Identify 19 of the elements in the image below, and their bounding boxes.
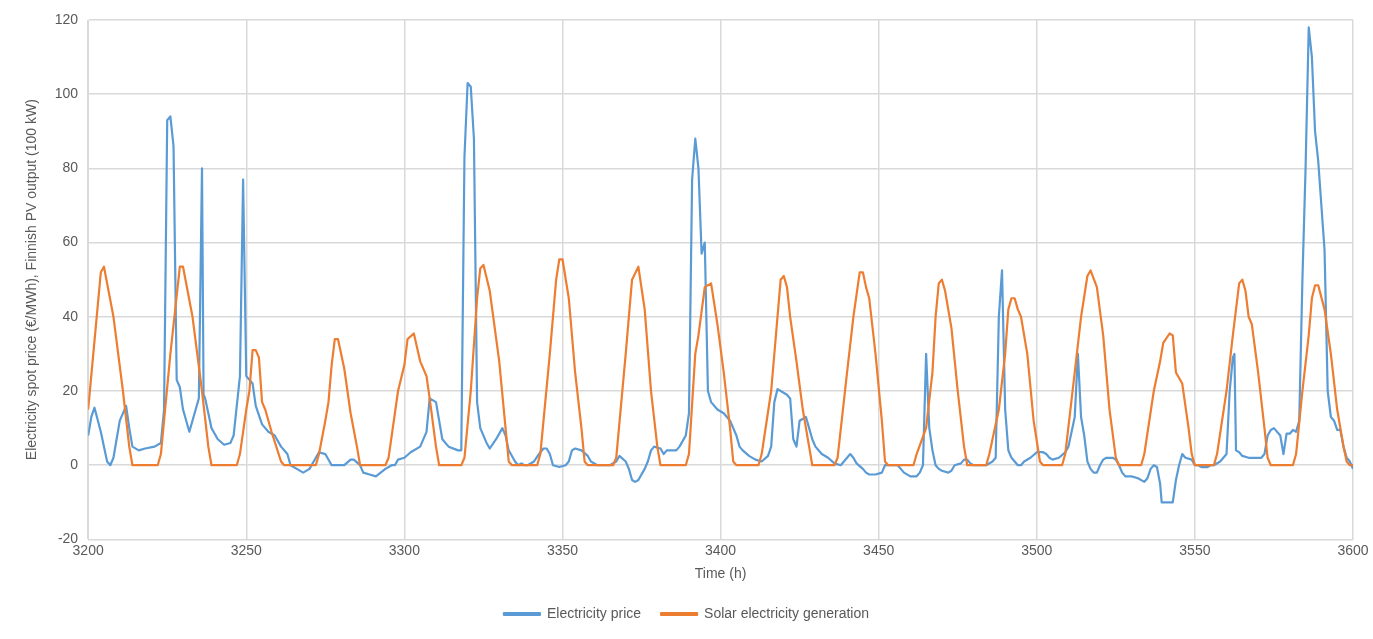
y-tick-label: 120: [54, 10, 79, 27]
x-tick-label: 3350: [546, 541, 579, 558]
x-tick-label: 3300: [388, 541, 421, 558]
x-tick-label: 3250: [230, 541, 263, 558]
x-tick-label: 3450: [863, 541, 895, 558]
y-tick-label: 40: [62, 307, 79, 324]
y-tick-label: 100: [54, 85, 79, 102]
legend-label: Solar electricity generation: [704, 604, 870, 621]
y-tick-label: 0: [70, 456, 79, 473]
x-tick-label: 3500: [1021, 541, 1053, 558]
x-tick-label: 3600: [1337, 541, 1369, 558]
x-axis-title: Time (h): [694, 565, 747, 582]
y-tick-label: 20: [62, 381, 79, 398]
legend-label: Electricity price: [546, 604, 642, 621]
y-axis-title: Electricity spot price (€/MWh), Finnish PV output (100 kW): [23, 99, 40, 461]
x-tick-label: 3550: [1179, 541, 1211, 558]
y-tick-label: 60: [62, 233, 79, 250]
y-tick-label: 80: [62, 159, 79, 176]
x-tick-label: 3400: [705, 541, 737, 558]
